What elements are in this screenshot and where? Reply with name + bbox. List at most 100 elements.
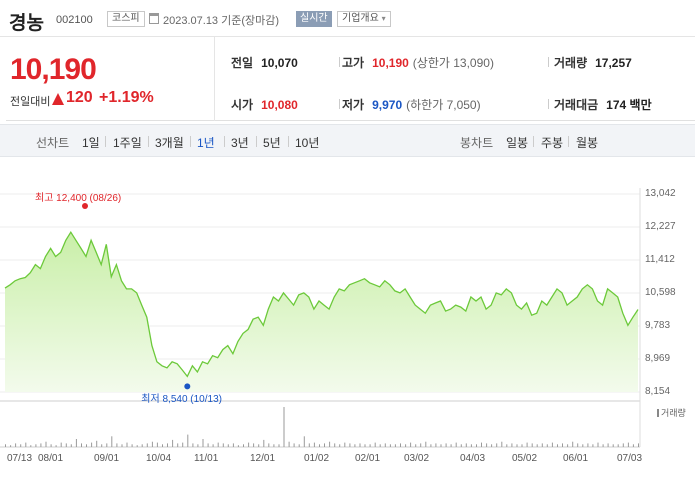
volume-bar	[177, 443, 179, 447]
volume-bar	[612, 444, 614, 447]
divider	[148, 136, 149, 147]
volume-legend-label: 거래량	[661, 408, 686, 418]
high-annotation: 최고 12,400 (08/26)	[35, 193, 122, 204]
volume-bar	[622, 443, 624, 447]
lower-limit: (하한가 7,050)	[406, 98, 481, 112]
volume-bar	[526, 442, 528, 447]
high-marker	[82, 203, 88, 210]
x-tick-label: 06/01	[563, 453, 589, 464]
volume-bar	[10, 445, 12, 447]
divider	[548, 57, 549, 67]
stat-volume-label: 거래량	[554, 56, 588, 70]
volume-bar	[324, 443, 325, 447]
volume-bar	[45, 441, 47, 447]
volume-bar	[319, 444, 320, 447]
volume-bar	[389, 444, 391, 447]
realtime-button[interactable]: 실시간	[296, 11, 332, 27]
volume-bar	[283, 407, 285, 447]
chevron-down-icon: ▾	[381, 14, 386, 23]
volume-bar	[303, 436, 305, 447]
volume-bar	[541, 443, 543, 447]
volume-bar	[40, 443, 42, 447]
line-chart-label: 선차트	[36, 136, 70, 150]
y-tick-label: 10,598	[645, 287, 676, 298]
volume-bar	[415, 444, 417, 447]
upper-limit: (상한가 13,090)	[412, 56, 494, 70]
volume-bar	[567, 444, 569, 447]
stat-amount-label: 거래대금	[554, 98, 599, 112]
volume-bar	[394, 444, 396, 447]
tab-5year[interactable]: 5년	[263, 136, 281, 150]
volume-bar	[263, 439, 265, 447]
volume-bar	[551, 442, 553, 447]
volume-bar	[405, 444, 407, 447]
x-tick-label: 08/01	[38, 453, 64, 464]
volume-bar	[582, 444, 584, 447]
volume-bar	[75, 439, 77, 447]
divider	[190, 136, 191, 147]
volume-bar	[359, 443, 361, 447]
x-tick-label: 12/01	[250, 453, 276, 464]
volume-bar	[288, 441, 290, 447]
tab-1week[interactable]: 1주일	[113, 136, 142, 150]
volume-bar	[435, 443, 437, 447]
volume-bar	[167, 443, 168, 447]
volume-bar	[329, 441, 331, 447]
volume-bar	[638, 443, 639, 447]
volume-bar	[501, 441, 503, 447]
volume-bar	[141, 444, 143, 447]
volume-legend: 거래량	[657, 406, 686, 419]
x-tick-label: 03/02	[404, 453, 430, 464]
tab-10year[interactable]: 10년	[295, 136, 320, 150]
stock-code: 002100	[56, 14, 93, 26]
volume-bar	[592, 444, 594, 447]
volume-bar	[602, 444, 604, 447]
volume-bar	[50, 444, 52, 447]
volume-bar	[557, 444, 558, 447]
volume-bar	[470, 444, 472, 447]
up-arrow-icon	[52, 93, 64, 105]
divider	[533, 136, 534, 147]
corp-overview-dropdown[interactable]: 기업개요 ▾	[337, 11, 391, 27]
volume-bar	[511, 443, 513, 447]
base-date: 2023.07.13 기준(장마감)	[163, 15, 280, 27]
volume-bar	[111, 436, 113, 447]
volume-bar	[460, 444, 462, 447]
volume-bar	[410, 442, 412, 447]
stat-volume: 거래량 17,257	[554, 54, 632, 71]
volume-bar	[577, 443, 579, 447]
price-chart[interactable]: 13,042 12,227 11,412 10,598 9,783 8,969 8,154 …	[0, 170, 695, 478]
volume-bar	[60, 442, 62, 447]
price-line	[4, 230, 639, 378]
tab-3year[interactable]: 3년	[231, 136, 249, 150]
volume-bar	[91, 442, 93, 447]
corp-overview-label: 기업개요	[342, 13, 379, 24]
volume-bar	[308, 443, 310, 447]
low-marker	[184, 383, 191, 390]
divider	[339, 57, 340, 67]
tab-monthly-candle[interactable]: 월봉	[576, 136, 599, 150]
tab-weekly-candle[interactable]: 주봉	[541, 136, 564, 150]
divider	[339, 99, 340, 109]
volume-bar	[86, 444, 87, 447]
volume-bar	[248, 442, 250, 447]
stat-amount: 거래대금 174 백만	[554, 96, 652, 113]
volume-bar	[227, 444, 229, 447]
volume-bar	[354, 444, 356, 447]
tab-3month[interactable]: 3개월	[155, 136, 184, 150]
volume-bar	[253, 443, 255, 447]
volume-bar	[445, 443, 447, 447]
tab-1year[interactable]: 1년	[197, 136, 215, 150]
tab-1day[interactable]: 1일	[82, 136, 100, 150]
volume-bar	[207, 443, 209, 447]
volume-bar	[450, 444, 452, 447]
volume-bar	[379, 444, 381, 447]
tab-daily-candle[interactable]: 일봉	[506, 136, 529, 150]
stat-open-value: 10,080	[261, 98, 298, 112]
volume-bar	[35, 444, 37, 447]
volume-bar	[369, 444, 371, 447]
stat-high-value: 10,190	[372, 56, 409, 70]
volume-bar	[617, 444, 619, 447]
x-tick-label: 02/01	[355, 453, 381, 464]
price-area	[5, 232, 638, 392]
